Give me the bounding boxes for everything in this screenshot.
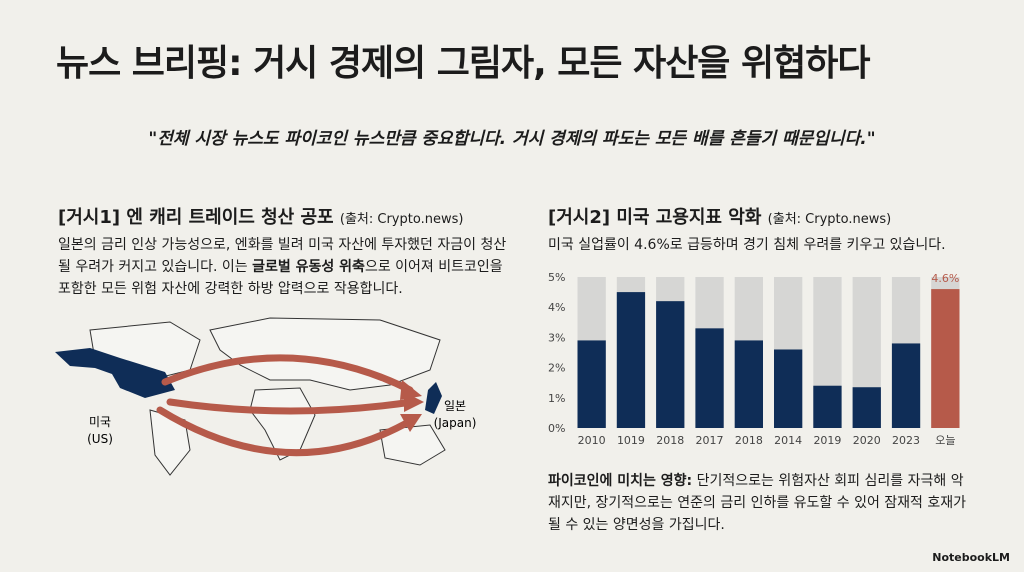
- x-tick-label: 1019: [617, 434, 645, 447]
- bar: [852, 387, 881, 428]
- x-tick-label: 2020: [853, 434, 881, 447]
- body-text: 일본의 금리 인상 가능성으로, 엔화를 빌려 미국 자산에 투자했던 자금이 …: [58, 237, 507, 275]
- impact: 파이코인에 미치는 영향: 단기적으로는 위험자산 회피 심리를 자극해 악재지…: [548, 470, 968, 536]
- bar: [813, 385, 842, 428]
- y-tick-label: 5%: [548, 271, 565, 284]
- body-text: 으로 이어져 비트코인을 포함한 모든 위험 자산에 강력한 하방 압력으로 작…: [58, 259, 503, 297]
- bar: [734, 340, 763, 428]
- eurasia: [209, 317, 441, 391]
- bar: [616, 292, 646, 428]
- impact-text: 단기적으로는 위험자산 회피 심리를 자극해 악재지만, 장기적으로는 연준의 …: [548, 473, 967, 533]
- source: (출처: Crypto.news): [339, 212, 464, 227]
- value-label: 4.6%: [931, 272, 959, 285]
- y-tick-label: 2%: [548, 362, 565, 375]
- arrow-head: [404, 392, 424, 412]
- bar: [577, 340, 606, 428]
- us-label: 미국: [89, 415, 111, 429]
- japan-label: (Japan): [434, 416, 477, 430]
- arrow-head: [400, 414, 422, 432]
- bar-chart: 0% 1% 2% 3% 4% 5% 2010 1019 2018 2017 2018 2014 2019…: [548, 271, 960, 447]
- source: (출처: Crypto.news): [767, 212, 892, 227]
- y-tick-label: 4%: [548, 301, 565, 314]
- japan-label: 일본: [444, 399, 466, 413]
- x-tick-label: 2019: [813, 434, 841, 447]
- us: [55, 348, 175, 398]
- x-tick-label: 2014: [774, 434, 802, 447]
- x-tick-label: 2010: [578, 434, 606, 447]
- left-heading: [거시1] 엔 캐리 트레이드 청산 공포 (출처: Crypto.news): [58, 203, 463, 229]
- bar: [695, 328, 724, 428]
- x-tick-label: 오늘: [935, 434, 955, 447]
- australia: [379, 424, 446, 466]
- bar: [931, 289, 960, 428]
- y-tick-label: 1%: [548, 392, 565, 405]
- x-tick-label: 2018: [656, 434, 684, 447]
- right-subtitle: 미국 실업률이 4.6%로 급등하며 경기 침체 우려를 키우고 있습니다.: [548, 237, 946, 253]
- world-map: 미국 (US) 일본 (Japan): [55, 317, 477, 476]
- body-bold: 글로벌 유동성 위축: [252, 259, 365, 275]
- us-label: (US): [87, 432, 113, 446]
- bar: [656, 301, 685, 428]
- flow-arrow: [156, 406, 416, 457]
- heading-text: [거시1] 엔 캐리 트레이드 청산 공포: [58, 207, 334, 228]
- title: 뉴스 브리핑: 거시 경제의 그림자, 모든 자산을 위협하다: [56, 43, 870, 84]
- x-tick-label: 2018: [735, 434, 763, 447]
- bar: [774, 349, 803, 428]
- y-tick-label: 0%: [548, 422, 565, 435]
- x-tick-label: 2017: [696, 434, 724, 447]
- left-body: 일본의 금리 인상 가능성으로, 엔화를 빌려 미국 자산에 투자했던 자금이 …: [58, 234, 508, 300]
- x-tick-label: 2023: [892, 434, 920, 447]
- flow-arrow: [166, 398, 416, 415]
- quote: "전체 시장 뉴스도 파이코인 뉴스만큼 중요합니다. 거시 경제의 파도는 모…: [148, 129, 876, 149]
- logo: NotebookLM: [932, 551, 1010, 564]
- flow-arrow: [161, 354, 414, 394]
- impact-bold: 파이코인에 미치는 영향:: [548, 473, 693, 489]
- japan: [425, 382, 442, 414]
- y-tick-label: 3%: [548, 331, 565, 344]
- right-heading: [거시2] 미국 고용지표 악화 (출처: Crypto.news): [548, 203, 891, 229]
- heading-text: [거시2] 미국 고용지표 악화: [548, 207, 762, 228]
- bar: [891, 343, 921, 428]
